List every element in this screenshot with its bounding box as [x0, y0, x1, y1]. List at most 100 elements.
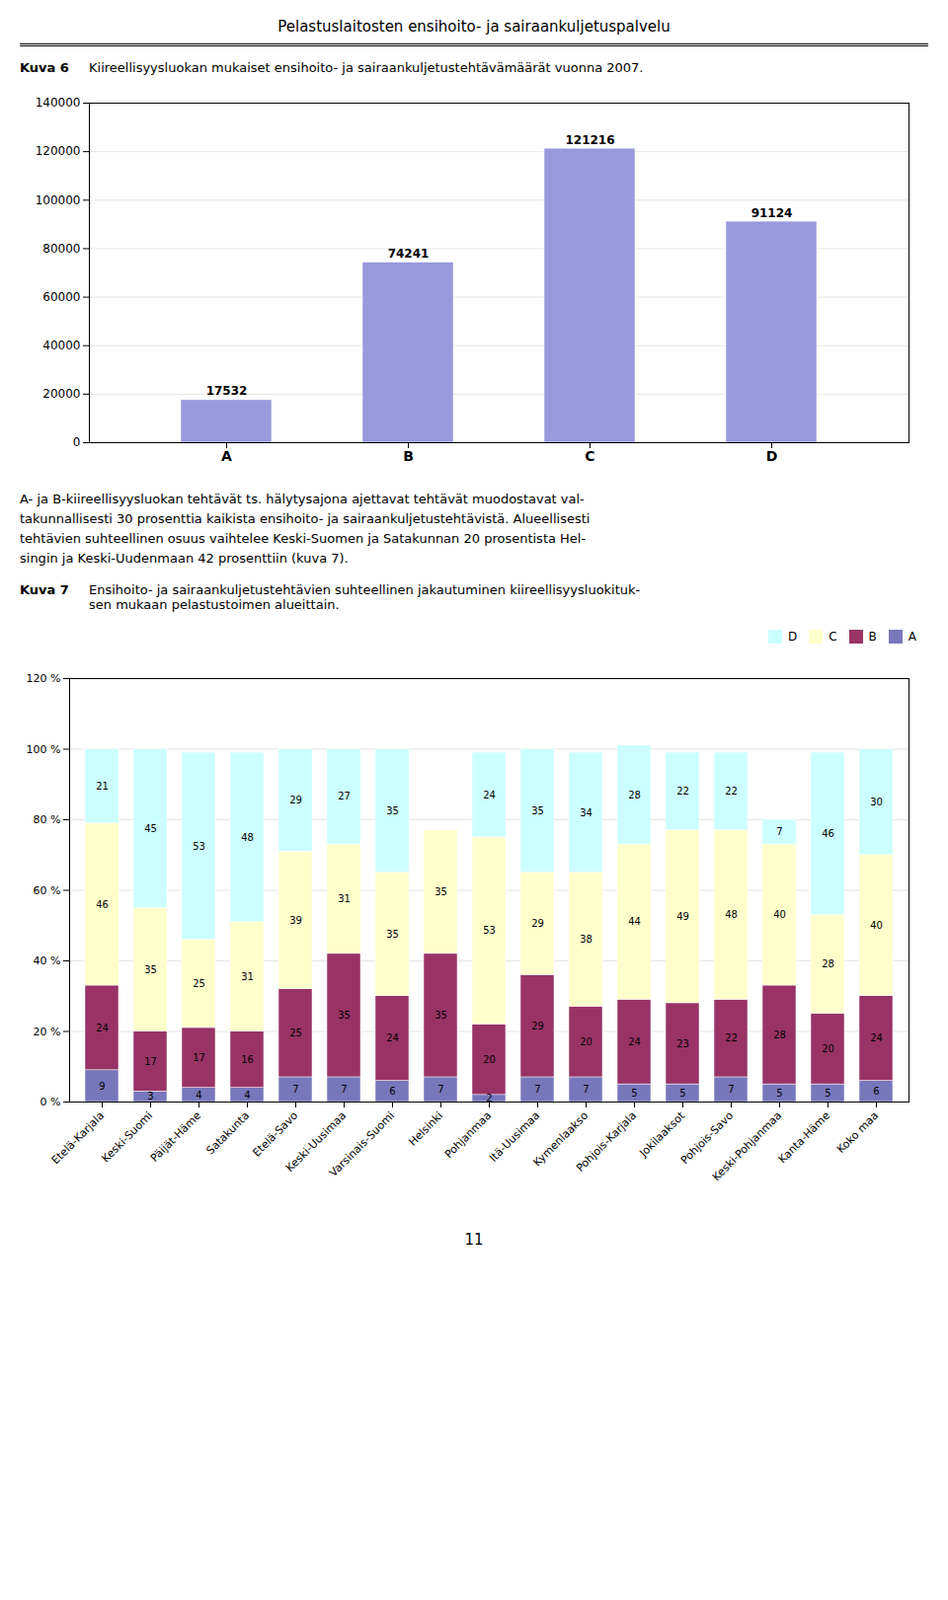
- svg-text:24: 24: [482, 790, 496, 801]
- svg-text:35: 35: [386, 805, 399, 817]
- svg-text:24: 24: [95, 1023, 109, 1034]
- svg-text:120000: 120000: [35, 144, 81, 158]
- svg-text:C: C: [584, 448, 595, 465]
- svg-text:4: 4: [243, 1090, 250, 1102]
- svg-text:53: 53: [482, 925, 496, 937]
- svg-text:35: 35: [337, 1010, 351, 1022]
- svg-text:4: 4: [195, 1090, 202, 1102]
- svg-text:Helsinki: Helsinki: [405, 1109, 446, 1150]
- svg-text:D: D: [766, 448, 779, 465]
- svg-text:40: 40: [869, 920, 883, 932]
- svg-text:Etelä-Karjala: Etelä-Karjala: [49, 1109, 107, 1168]
- svg-text:22: 22: [724, 786, 738, 797]
- svg-text:Satakunta: Satakunta: [203, 1109, 252, 1159]
- svg-text:20000: 20000: [42, 387, 80, 401]
- svg-text:7: 7: [776, 826, 783, 838]
- svg-text:Varsinais-Suomi: Varsinais-Suomi: [326, 1109, 397, 1181]
- svg-text:80 %: 80 %: [33, 813, 62, 827]
- svg-text:9: 9: [98, 1081, 105, 1093]
- svg-text:20: 20: [821, 1043, 835, 1055]
- svg-text:5: 5: [776, 1088, 783, 1100]
- svg-text:17: 17: [144, 1056, 158, 1068]
- svg-text:28: 28: [773, 1029, 787, 1041]
- svg-text:29: 29: [531, 918, 545, 930]
- svg-text:0: 0: [73, 435, 81, 450]
- svg-text:7: 7: [727, 1084, 734, 1096]
- svg-text:Etelä-Savo: Etelä-Savo: [249, 1109, 301, 1161]
- svg-text:40 %: 40 %: [33, 954, 62, 968]
- svg-text:Jokilaaksot: Jokilaaksot: [635, 1108, 688, 1161]
- svg-text:22: 22: [724, 1032, 738, 1044]
- svg-text:35: 35: [434, 886, 448, 898]
- svg-text:22: 22: [676, 786, 690, 797]
- svg-text:40000: 40000: [42, 338, 80, 353]
- svg-text:25: 25: [192, 978, 206, 990]
- svg-text:21: 21: [95, 781, 109, 792]
- svg-text:140000: 140000: [35, 95, 81, 110]
- svg-text:17532: 17532: [206, 384, 248, 398]
- svg-text:74241: 74241: [388, 246, 430, 261]
- svg-text:24: 24: [628, 1036, 641, 1048]
- svg-text:34: 34: [579, 807, 593, 819]
- svg-text:5: 5: [631, 1088, 637, 1100]
- svg-text:53: 53: [192, 841, 206, 853]
- svg-text:39: 39: [289, 915, 303, 927]
- svg-text:0 %: 0 %: [40, 1096, 62, 1109]
- svg-text:120 %: 120 %: [26, 672, 62, 686]
- svg-text:Keski-Suomi: Keski-Suomi: [99, 1109, 157, 1167]
- svg-text:25: 25: [289, 1027, 303, 1039]
- svg-text:17: 17: [192, 1052, 206, 1064]
- svg-text:Päijät-Häme: Päijät-Häme: [148, 1109, 204, 1166]
- svg-text:5: 5: [679, 1088, 686, 1100]
- svg-text:7: 7: [437, 1084, 444, 1096]
- svg-text:46: 46: [821, 828, 835, 840]
- svg-text:31: 31: [337, 893, 351, 905]
- svg-text:29: 29: [531, 1021, 545, 1032]
- svg-text:121216: 121216: [564, 133, 615, 148]
- svg-text:7: 7: [340, 1084, 347, 1096]
- svg-text:40: 40: [773, 909, 787, 921]
- svg-text:28: 28: [821, 958, 835, 970]
- svg-text:27: 27: [337, 790, 351, 802]
- svg-text:20: 20: [579, 1036, 593, 1048]
- svg-text:100000: 100000: [35, 193, 81, 208]
- svg-text:3: 3: [147, 1091, 154, 1103]
- svg-text:Keski-Pohjanmaa: Keski-Pohjanmaa: [710, 1109, 785, 1185]
- svg-text:7: 7: [582, 1084, 589, 1096]
- svg-text:6: 6: [872, 1086, 879, 1098]
- svg-text:31: 31: [240, 971, 254, 983]
- svg-text:7: 7: [292, 1084, 299, 1096]
- svg-text:28: 28: [628, 790, 641, 801]
- svg-text:Kanta-Häme: Kanta-Häme: [776, 1109, 834, 1168]
- svg-text:16: 16: [240, 1054, 254, 1066]
- svg-text:6: 6: [389, 1086, 395, 1098]
- svg-text:48: 48: [240, 832, 254, 844]
- svg-text:100 %: 100 %: [26, 743, 62, 757]
- svg-text:20 %: 20 %: [33, 1026, 62, 1039]
- svg-text:24: 24: [386, 1032, 399, 1044]
- svg-text:91124: 91124: [751, 206, 793, 221]
- svg-text:35: 35: [531, 805, 545, 817]
- svg-text:35: 35: [144, 964, 158, 976]
- svg-text:30: 30: [869, 796, 883, 808]
- svg-text:5: 5: [824, 1088, 831, 1100]
- svg-text:29: 29: [289, 794, 303, 806]
- svg-text:60 %: 60 %: [33, 884, 62, 898]
- svg-text:Pohjanmaa: Pohjanmaa: [442, 1109, 494, 1162]
- svg-text:35: 35: [386, 929, 399, 941]
- svg-text:48: 48: [724, 909, 738, 921]
- svg-text:20: 20: [482, 1054, 496, 1066]
- svg-text:60000: 60000: [42, 290, 80, 305]
- svg-text:35: 35: [434, 1010, 448, 1022]
- svg-text:80000: 80000: [42, 241, 80, 256]
- svg-text:45: 45: [144, 823, 158, 835]
- svg-text:44: 44: [628, 916, 641, 928]
- svg-text:49: 49: [676, 911, 690, 923]
- svg-text:24: 24: [869, 1032, 883, 1044]
- svg-text:38: 38: [579, 934, 593, 946]
- svg-text:Pohjois-Karjala: Pohjois-Karjala: [573, 1109, 639, 1176]
- svg-text:23: 23: [676, 1038, 690, 1050]
- svg-text:A: A: [221, 448, 233, 465]
- svg-text:46: 46: [95, 899, 109, 911]
- svg-text:7: 7: [534, 1084, 541, 1096]
